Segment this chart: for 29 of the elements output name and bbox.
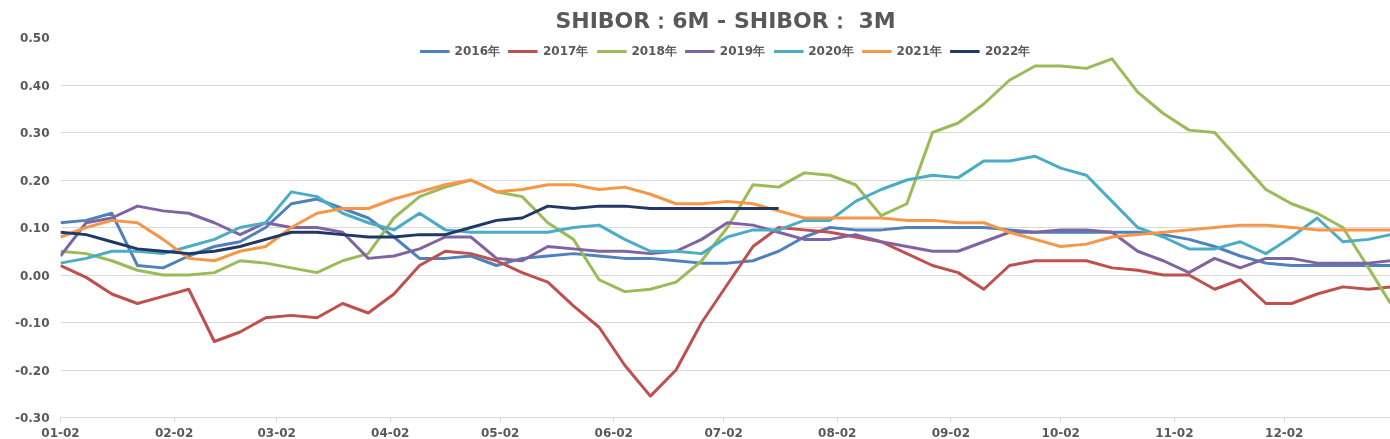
legend-label: 2017年 (542, 42, 589, 60)
y-tick-label: 0.00 (19, 268, 50, 283)
legend-label: 2019年 (719, 42, 766, 60)
y-tick-label: -0.30 (14, 411, 50, 425)
legend-label: 2016年 (454, 42, 500, 60)
chart-title: SHIBOR：6M - SHIBOR： 3M (555, 7, 896, 33)
x-tick-label: 09-02 (931, 425, 971, 439)
x-tick-label: 11-02 (1155, 425, 1194, 439)
x-tick-label: 04-02 (371, 425, 410, 439)
x-tick-label: 03-02 (257, 425, 296, 439)
x-tick-label: 12-02 (1265, 425, 1304, 439)
x-tick-label: 07-02 (704, 425, 743, 439)
y-tick-label: -0.20 (14, 363, 50, 378)
x-tick-label: 06-02 (594, 425, 633, 439)
x-tick-label: 01-02 (41, 425, 80, 439)
x-tick-label: 08-02 (818, 425, 857, 439)
legend-label: 2020年 (808, 42, 854, 60)
y-tick-label: 0.50 (19, 31, 50, 45)
legend-label: 2021年 (896, 42, 943, 60)
x-tick-label: 05-02 (480, 425, 520, 439)
y-tick-label: 0.40 (19, 78, 50, 93)
y-tick-label: -0.10 (14, 316, 50, 330)
y-tick-label: 0.30 (19, 126, 50, 140)
y-tick-label: 0.10 (19, 221, 50, 235)
x-tick-label: 02-02 (154, 425, 194, 439)
x-tick-label: 10-02 (1041, 425, 1080, 439)
y-tick-label: 0.20 (19, 173, 50, 188)
legend-label: 2018年 (631, 42, 677, 60)
legend-label: 2022年 (985, 42, 1031, 60)
